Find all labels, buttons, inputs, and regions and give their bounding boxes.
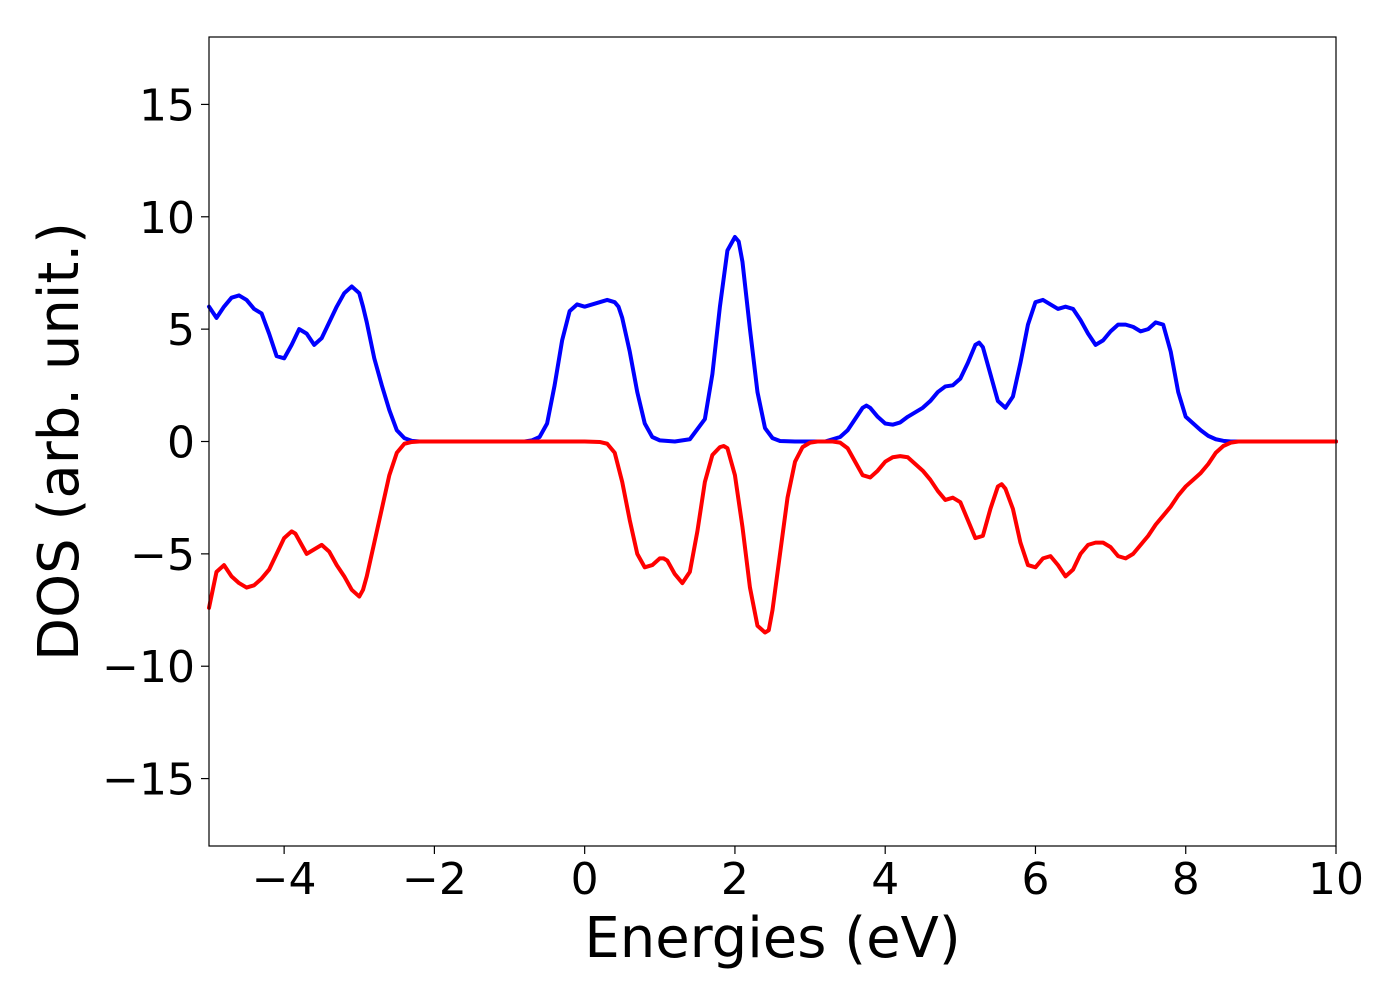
series-line-1 [207, 235, 1338, 444]
y-axis-label: DOS (arb. unit.) [27, 222, 92, 661]
x-tick-label: 10 [1308, 854, 1364, 905]
y-tick-label: −5 [130, 530, 195, 581]
x-tick-label: 8 [1172, 854, 1200, 905]
x-tick-label: −4 [252, 854, 317, 905]
y-tick-label: 0 [167, 418, 195, 469]
x-tick-label: 0 [571, 854, 599, 905]
x-axis-label: Energies (eV) [584, 906, 960, 971]
plot-frame [208, 36, 1337, 847]
x-tick-label: 4 [871, 854, 899, 905]
series-line-2 [207, 439, 1338, 635]
y-tick-label: −10 [102, 642, 195, 693]
y-tick-label: 10 [139, 193, 195, 244]
x-tick-label: 2 [721, 854, 749, 905]
x-tick-label: −2 [402, 854, 467, 905]
x-axis-ticks: −4 −2 0 2 4 6 8 10 [252, 846, 1364, 905]
series-lines [207, 235, 1338, 635]
y-axis-ticks: 15 10 5 0 −5 −10 −15 [102, 80, 209, 806]
x-tick-label: 6 [1021, 854, 1049, 905]
y-tick-label: −15 [102, 755, 195, 806]
y-tick-label: 5 [167, 305, 195, 356]
y-tick-label: 15 [139, 80, 195, 131]
